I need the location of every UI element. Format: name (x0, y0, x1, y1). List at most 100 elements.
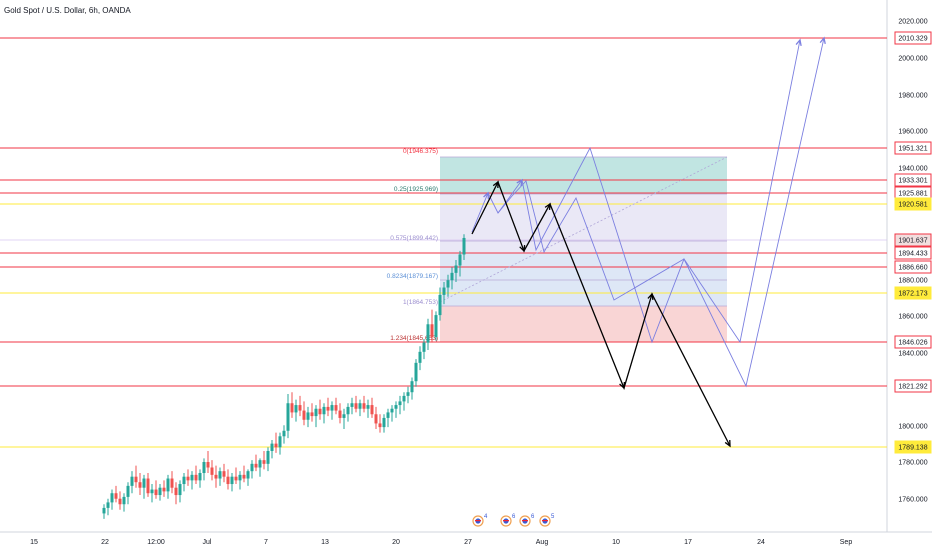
candle-body (266, 450, 270, 464)
candle-body (278, 436, 282, 448)
y-tick-label: 1980.000 (898, 93, 927, 100)
candle-body (242, 474, 246, 479)
event-count-label: 6 (531, 514, 535, 520)
candle-body (386, 412, 390, 418)
arrowhead-icon (516, 178, 523, 187)
candle-body (430, 324, 434, 338)
x-tick-label: 15 (30, 539, 38, 546)
candle-body (326, 406, 330, 411)
candle-body (382, 417, 386, 428)
candle-body (118, 498, 122, 505)
projected-path-blue-b[interactable] (497, 37, 825, 388)
candle-body (198, 473, 202, 481)
x-tick-label: 22 (101, 539, 109, 546)
x-tick-label: 24 (757, 539, 765, 546)
price-level-badge (894, 335, 932, 349)
x-tick-label: 13 (321, 539, 329, 546)
y-tick-label: 1940.000 (898, 166, 927, 173)
candle-body (166, 478, 170, 492)
x-tick-label: 10 (612, 539, 620, 546)
candle-body (202, 462, 206, 474)
fib-level-label: 1(1864.753) (403, 299, 438, 306)
candle-body (390, 408, 394, 413)
candle-body (282, 430, 286, 437)
candle-body (434, 315, 438, 338)
candle-body (206, 462, 210, 468)
arrowhead-icon (647, 292, 654, 301)
x-tick-label: 20 (392, 539, 400, 546)
price-level-badge (894, 141, 932, 155)
price-level-badge (894, 440, 932, 454)
price-level-badge (894, 286, 932, 300)
event-count-label: 4 (484, 514, 488, 520)
candle-body (394, 405, 398, 409)
candle-body (450, 272, 454, 281)
projected-path-blue-a[interactable] (471, 39, 801, 344)
price-level-label: 1894.433 (898, 251, 927, 258)
candle-body (110, 493, 114, 503)
candle-body (130, 476, 134, 486)
candle-body (318, 408, 322, 415)
candle-body (190, 474, 194, 481)
event-flag-stripe (475, 520, 481, 522)
candle-body (414, 362, 418, 382)
x-tick-label: Aug (536, 539, 549, 546)
candle-body (270, 443, 274, 451)
candle-body (230, 476, 234, 485)
candle-body (406, 392, 410, 396)
candle-body (342, 414, 346, 418)
price-level-label: 1901.637 (898, 238, 927, 245)
price-level-badge (894, 197, 932, 211)
candle-body (154, 489, 158, 496)
y-tick-label: 1760.000 (898, 497, 927, 504)
profit-zone (440, 157, 727, 194)
candle-body (122, 496, 126, 505)
candle-body (210, 467, 214, 475)
candle-body (410, 381, 414, 393)
arrowhead-icon (483, 191, 490, 200)
candle-body (354, 403, 358, 409)
arrowhead-icon (795, 38, 802, 47)
candle-body (178, 484, 182, 496)
candle-body (306, 412, 310, 420)
fib-level-label: 0.25(1925.969) (394, 186, 438, 193)
event-flag-stripe (503, 520, 509, 522)
candle-body (214, 474, 218, 479)
candle-body (458, 254, 462, 266)
arrowhead-icon (519, 244, 526, 253)
candle-body (362, 403, 366, 409)
arrowhead-icon (544, 202, 551, 211)
price-level-label: 1789.138 (898, 445, 927, 452)
candle-body (322, 406, 326, 415)
event-count-label: 6 (512, 514, 516, 520)
candle-body (426, 324, 430, 343)
event-count-label: 5 (551, 514, 555, 520)
fib-level-label: 0.8234(1879.167) (387, 273, 438, 280)
price-level-label: 1920.581 (898, 202, 927, 209)
price-level-badge (894, 260, 932, 274)
arrowhead-icon (492, 180, 499, 189)
loss-zone (440, 306, 727, 342)
candle-body (346, 406, 350, 415)
candle-body (142, 478, 146, 488)
candle-body (258, 460, 262, 468)
arrowhead-icon (619, 381, 626, 390)
fib-level-label: 1.234(1845.653) (390, 335, 438, 342)
event-flag-stripe (542, 520, 548, 522)
x-tick-label: 27 (464, 539, 472, 546)
candle-body (234, 476, 238, 481)
candle-body (150, 489, 154, 494)
fib-level-label: 0(1946.375) (403, 148, 438, 155)
candle-body (222, 471, 226, 477)
candle-body (366, 405, 370, 409)
x-tick-label: 7 (264, 539, 268, 546)
price-level-badge (894, 31, 932, 45)
candle-body (170, 478, 174, 488)
x-tick-label: Jul (203, 539, 212, 546)
fib-level-label: 0.575(1899.442) (390, 235, 438, 242)
price-level-label: 2010.329 (898, 36, 927, 43)
candle-body (330, 405, 334, 411)
candle-body (126, 485, 130, 497)
